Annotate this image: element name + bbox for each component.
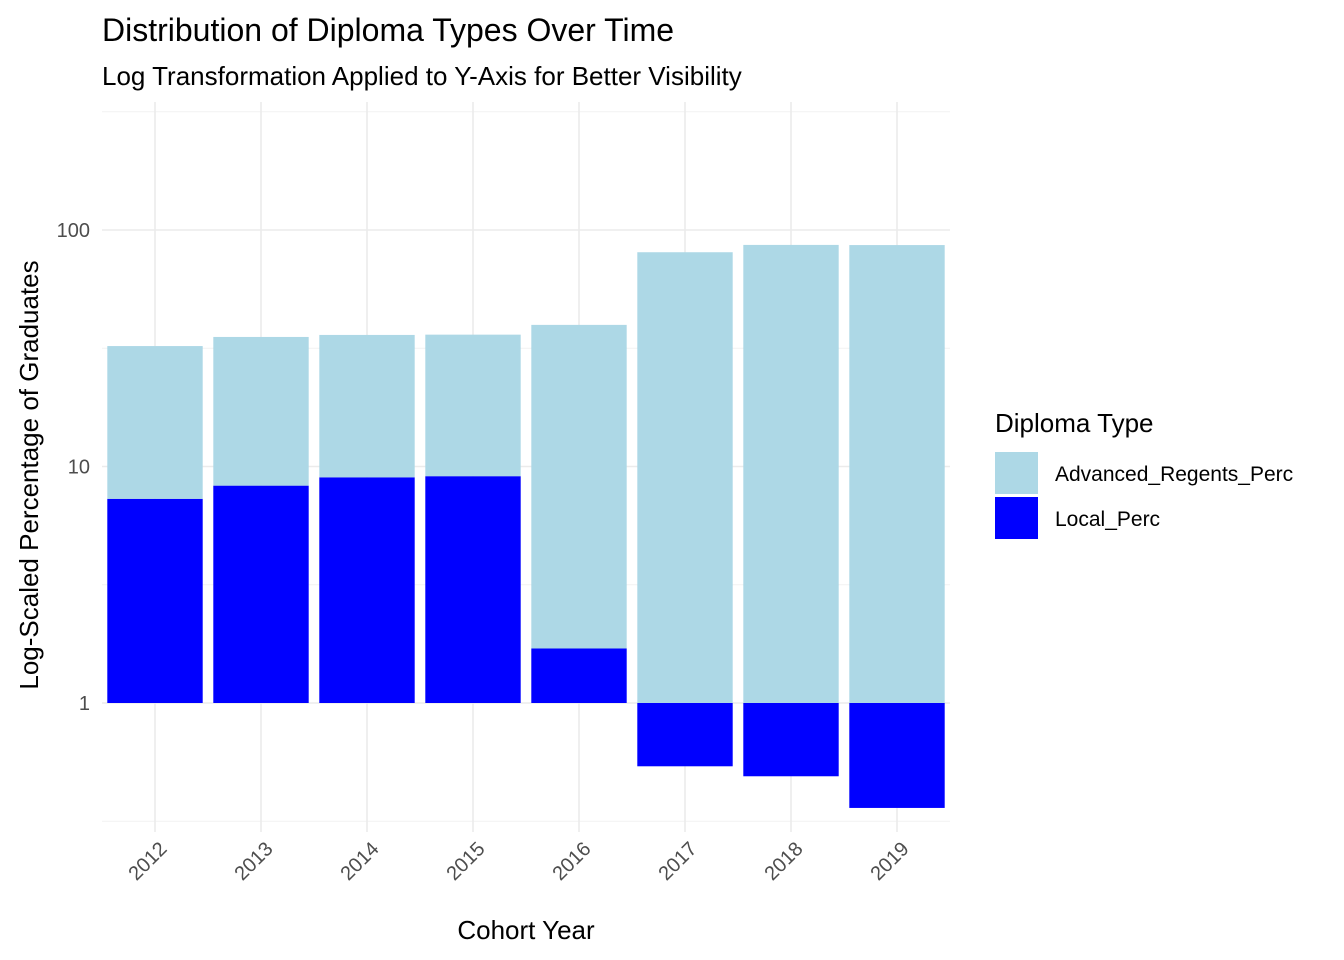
x-tick-label: 2012: [125, 838, 172, 885]
bars: [107, 244, 945, 808]
x-axis-title: Cohort Year: [457, 915, 595, 945]
bar-advanced-2014: [319, 334, 415, 478]
y-tick-label: 1: [79, 693, 90, 715]
x-tick-label: 2019: [867, 838, 914, 885]
y-tick-label: 10: [68, 457, 90, 479]
bar-local-2014: [319, 477, 415, 703]
legend-label: Advanced_Regents_Perc: [1055, 463, 1293, 486]
bar-local-2017: [637, 703, 733, 767]
legend-title: Diploma Type: [995, 408, 1154, 438]
bar-advanced-2019: [849, 245, 945, 703]
x-tick-label: 2015: [443, 838, 490, 885]
legend-key-Advanced_Regents_Perc: [995, 452, 1038, 494]
bar-advanced-2012: [107, 346, 203, 499]
y-axis-title: Log-Scaled Percentage of Graduates: [14, 260, 44, 689]
y-tick-label: 100: [57, 220, 90, 242]
x-tick-label: 2017: [655, 838, 702, 885]
chart-subtitle: Log Transformation Applied to Y-Axis for…: [102, 61, 742, 91]
bar-local-2013: [213, 485, 309, 703]
bar-local-2016: [531, 648, 627, 703]
bar-advanced-2016: [531, 324, 627, 649]
bar-advanced-2015: [425, 334, 521, 477]
x-tick-label: 2013: [231, 838, 278, 885]
y-axis-ticks: 1 10 100: [57, 220, 90, 715]
legend: Diploma Type Advanced_Regents_Perc Local_…: [995, 408, 1293, 539]
bar-local-2018: [743, 703, 839, 777]
bar-local-2015: [425, 476, 521, 703]
x-tick-label: 2016: [549, 838, 596, 885]
bar-advanced-2017: [637, 252, 733, 703]
bar-advanced-2018: [743, 244, 839, 703]
chart-title: Distribution of Diploma Types Over Time: [102, 12, 674, 48]
x-tick-label: 2014: [337, 838, 384, 885]
bar-local-2019: [849, 703, 945, 808]
legend-label: Local_Perc: [1055, 508, 1160, 531]
bar-local-2012: [107, 498, 203, 703]
bar-advanced-2013: [213, 336, 309, 486]
x-axis-ticks: 2012 2013 2014 2015 2016 2017 2018 2019: [125, 838, 914, 885]
legend-key-Local_Perc: [995, 497, 1038, 539]
x-tick-label: 2018: [761, 838, 808, 885]
